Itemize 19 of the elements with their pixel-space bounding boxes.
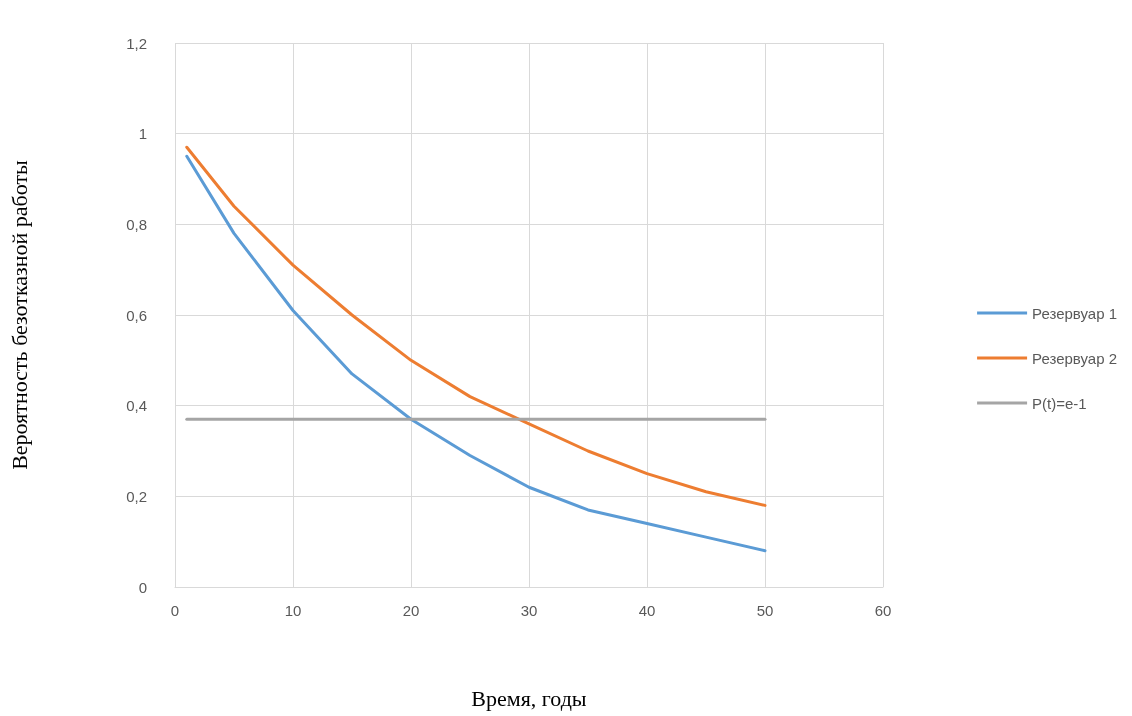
x-tick-label: 20 (402, 602, 420, 619)
x-tick-label: 0 (170, 602, 180, 619)
y-tick-label: 0,4 (126, 397, 147, 415)
y-tick-label: 1,2 (126, 34, 147, 52)
y-tick-label: 0 (138, 578, 147, 596)
x-tick-label: 30 (520, 602, 538, 619)
x-axis-title: Время, годы (471, 685, 587, 711)
legend-label: Резервуар 2 (1032, 349, 1117, 367)
legend-label: Резервуар 1 (1032, 304, 1117, 322)
y-tick-label: 1 (138, 125, 147, 143)
y-tick-label: 0,8 (126, 215, 147, 233)
x-tick-label: 60 (874, 602, 892, 619)
x-tick-label: 50 (756, 602, 774, 619)
y-tick-label: 0,2 (126, 487, 147, 505)
y-axis-title: Вероятность безотказной работы (6, 159, 32, 470)
x-tick-label: 40 (638, 602, 656, 619)
y-tick-label: 0,6 (126, 306, 147, 324)
x-tick-label: 10 (284, 602, 302, 619)
legend-label: P(t)=e-1 (1032, 394, 1087, 412)
